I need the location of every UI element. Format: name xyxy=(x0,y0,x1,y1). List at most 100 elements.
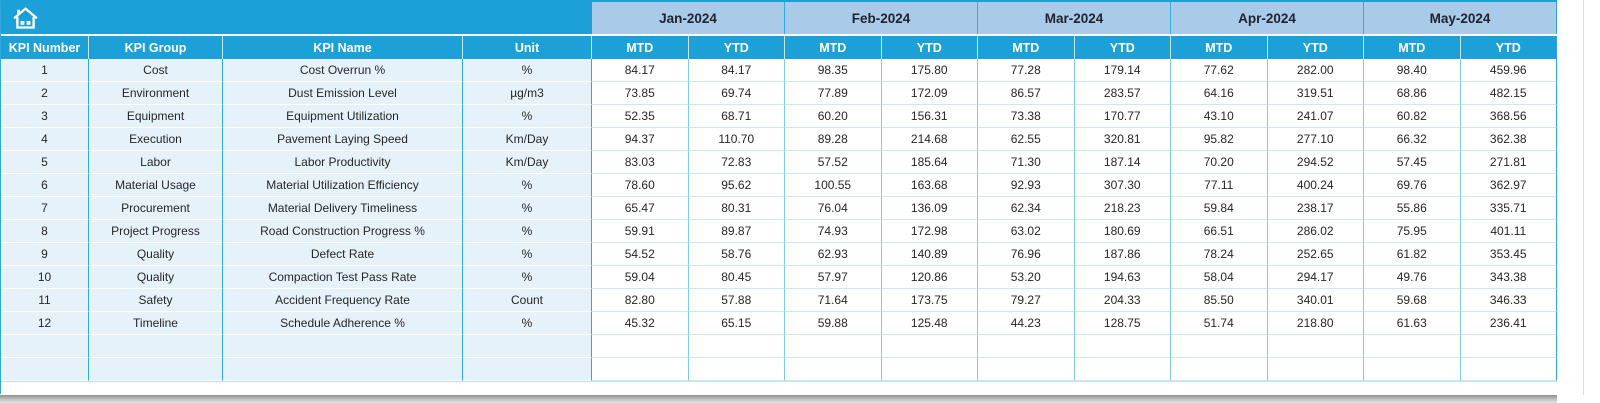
cell-kpi-name[interactable] xyxy=(223,335,463,358)
cell-kpi-group[interactable]: Project Progress xyxy=(89,220,223,243)
cell-value[interactable]: 98.35 xyxy=(785,59,882,82)
cell-kpi-name[interactable]: Defect Rate xyxy=(223,243,463,266)
cell-value[interactable] xyxy=(1267,358,1364,381)
cell-kpi-group[interactable]: Safety xyxy=(89,289,223,312)
cell-unit[interactable]: % xyxy=(463,266,592,289)
cell-value[interactable] xyxy=(688,358,785,381)
cell-value[interactable]: 238.17 xyxy=(1267,197,1364,220)
cell-unit[interactable] xyxy=(463,358,592,381)
cell-value[interactable]: 57.97 xyxy=(785,266,882,289)
cell-kpi-group[interactable]: Cost xyxy=(89,59,223,82)
cell-value[interactable]: 59.88 xyxy=(785,312,882,335)
cell-value[interactable]: 59.04 xyxy=(592,266,689,289)
cell-kpi-name[interactable]: Accident Frequency Rate xyxy=(223,289,463,312)
cell-value[interactable]: 79.27 xyxy=(978,289,1075,312)
cell-value[interactable]: 320.81 xyxy=(1074,128,1171,151)
cell-value[interactable]: 69.76 xyxy=(1364,174,1461,197)
cell-value[interactable]: 82.80 xyxy=(592,289,689,312)
cell-kpi-number[interactable]: 3 xyxy=(1,105,89,128)
cell-value[interactable] xyxy=(1074,335,1171,358)
cell-unit[interactable]: % xyxy=(463,243,592,266)
cell-value[interactable]: 70.20 xyxy=(1171,151,1268,174)
cell-value[interactable]: 95.82 xyxy=(1171,128,1268,151)
cell-value[interactable]: 163.68 xyxy=(881,174,978,197)
cell-kpi-number[interactable]: 9 xyxy=(1,243,89,266)
cell-value[interactable]: 353.45 xyxy=(1460,243,1557,266)
cell-value[interactable] xyxy=(1460,335,1557,358)
cell-value[interactable]: 63.02 xyxy=(978,220,1075,243)
cell-value[interactable]: 187.86 xyxy=(1074,243,1171,266)
cell-kpi-number[interactable]: 7 xyxy=(1,197,89,220)
cell-value[interactable]: 72.83 xyxy=(688,151,785,174)
cell-value[interactable]: 84.17 xyxy=(688,59,785,82)
cell-kpi-group[interactable]: Environment xyxy=(89,82,223,105)
cell-value[interactable]: 172.98 xyxy=(881,220,978,243)
cell-value[interactable]: 362.38 xyxy=(1460,128,1557,151)
cell-value[interactable]: 78.60 xyxy=(592,174,689,197)
cell-value[interactable]: 49.76 xyxy=(1364,266,1461,289)
cell-value[interactable]: 294.17 xyxy=(1267,266,1364,289)
cell-value[interactable]: 307.30 xyxy=(1074,174,1171,197)
cell-kpi-name[interactable]: Dust Emission Level xyxy=(223,82,463,105)
cell-value[interactable]: 92.93 xyxy=(978,174,1075,197)
cell-unit[interactable]: % xyxy=(463,59,592,82)
cell-value[interactable]: 343.38 xyxy=(1460,266,1557,289)
cell-value[interactable]: 66.51 xyxy=(1171,220,1268,243)
col-header-unit[interactable]: Unit xyxy=(463,36,592,59)
month-header-jan[interactable]: Jan-2024 xyxy=(592,2,785,34)
cell-value[interactable]: 83.03 xyxy=(592,151,689,174)
cell-value[interactable]: 53.20 xyxy=(978,266,1075,289)
month-header-mar[interactable]: Mar-2024 xyxy=(978,2,1171,34)
col-header-kpi-number[interactable]: KPI Number xyxy=(1,36,89,59)
cell-value[interactable]: 185.64 xyxy=(881,151,978,174)
cell-unit[interactable]: Km/Day xyxy=(463,128,592,151)
cell-value[interactable]: 125.48 xyxy=(881,312,978,335)
cell-value[interactable]: 61.82 xyxy=(1364,243,1461,266)
cell-value[interactable]: 80.45 xyxy=(688,266,785,289)
cell-value[interactable]: 271.81 xyxy=(1460,151,1557,174)
cell-value[interactable]: 60.82 xyxy=(1364,105,1461,128)
cell-value[interactable]: 64.16 xyxy=(1171,82,1268,105)
cell-value[interactable]: 180.69 xyxy=(1074,220,1171,243)
cell-value[interactable]: 173.75 xyxy=(881,289,978,312)
cell-value[interactable]: 401.11 xyxy=(1460,220,1557,243)
cell-kpi-number[interactable]: 2 xyxy=(1,82,89,105)
cell-value[interactable]: 59.91 xyxy=(592,220,689,243)
cell-unit[interactable]: % xyxy=(463,105,592,128)
cell-unit[interactable]: µg/m3 xyxy=(463,82,592,105)
cell-value[interactable]: 76.04 xyxy=(785,197,882,220)
cell-value[interactable]: 241.07 xyxy=(1267,105,1364,128)
cell-kpi-group[interactable] xyxy=(89,335,223,358)
cell-value[interactable] xyxy=(1074,358,1171,381)
cell-value[interactable]: 140.89 xyxy=(881,243,978,266)
cell-kpi-number[interactable]: 10 xyxy=(1,266,89,289)
cell-value[interactable]: 68.71 xyxy=(688,105,785,128)
month-header-apr[interactable]: Apr-2024 xyxy=(1171,2,1364,34)
home-button[interactable] xyxy=(10,3,40,33)
cell-value[interactable]: 73.85 xyxy=(592,82,689,105)
cell-unit[interactable]: % xyxy=(463,312,592,335)
cell-kpi-name[interactable]: Pavement Laying Speed xyxy=(223,128,463,151)
cell-kpi-name[interactable] xyxy=(223,358,463,381)
cell-value[interactable] xyxy=(785,358,882,381)
cell-value[interactable] xyxy=(1364,358,1461,381)
cell-value[interactable] xyxy=(688,335,785,358)
cell-kpi-number[interactable] xyxy=(1,335,89,358)
cell-kpi-group[interactable]: Material Usage xyxy=(89,174,223,197)
cell-kpi-group[interactable]: Labor xyxy=(89,151,223,174)
col-header-apr-mtd[interactable]: MTD xyxy=(1171,36,1268,59)
cell-kpi-number[interactable]: 6 xyxy=(1,174,89,197)
cell-value[interactable]: 80.31 xyxy=(688,197,785,220)
col-header-kpi-group[interactable]: KPI Group xyxy=(89,36,223,59)
cell-kpi-number[interactable]: 4 xyxy=(1,128,89,151)
cell-value[interactable]: 120.86 xyxy=(881,266,978,289)
col-header-kpi-name[interactable]: KPI Name xyxy=(223,36,463,59)
col-header-apr-ytd[interactable]: YTD xyxy=(1267,36,1364,59)
cell-value[interactable]: 68.86 xyxy=(1364,82,1461,105)
cell-kpi-number[interactable]: 1 xyxy=(1,59,89,82)
cell-value[interactable]: 204.33 xyxy=(1074,289,1171,312)
cell-value[interactable]: 170.77 xyxy=(1074,105,1171,128)
cell-kpi-group[interactable] xyxy=(89,358,223,381)
cell-kpi-group[interactable]: Timeline xyxy=(89,312,223,335)
cell-value[interactable]: 94.37 xyxy=(592,128,689,151)
